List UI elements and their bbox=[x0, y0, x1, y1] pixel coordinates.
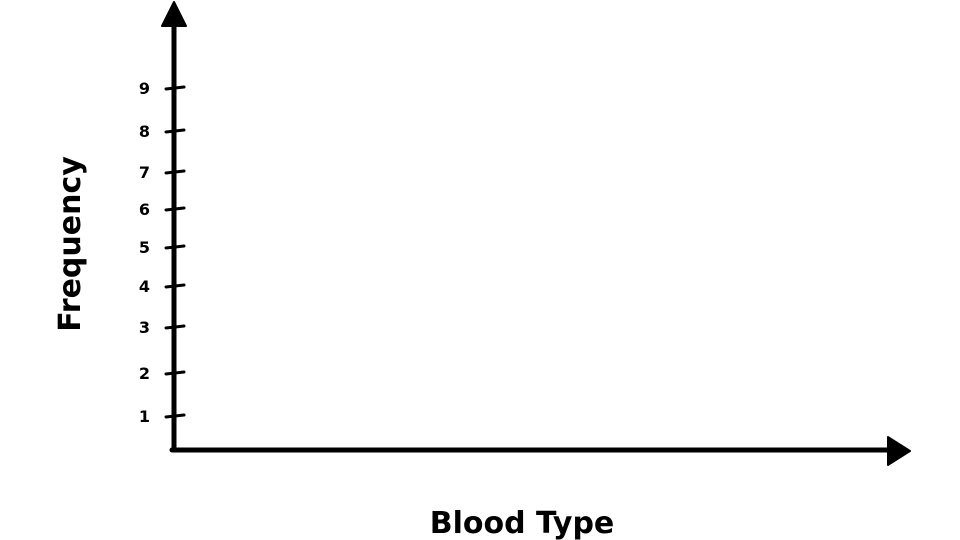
y-tick-label-6: 6 bbox=[139, 200, 150, 219]
y-tick-mark-1 bbox=[164, 413, 186, 419]
y-tick-label-3: 3 bbox=[139, 318, 150, 337]
y-tick-mark-4 bbox=[164, 283, 186, 289]
y-tick-label-5: 5 bbox=[139, 238, 150, 257]
y-tick-label-4: 4 bbox=[139, 277, 150, 296]
y-axis-arrow bbox=[161, 1, 187, 27]
y-tick-mark-8 bbox=[164, 128, 186, 134]
x-axis-title: Blood Type bbox=[430, 506, 615, 540]
y-tick-mark-2 bbox=[164, 370, 186, 376]
y-tick-mark-5 bbox=[164, 244, 186, 250]
y-tick-mark-6 bbox=[164, 206, 186, 212]
y-axis-title: Frequency bbox=[53, 156, 88, 332]
x-axis-arrow bbox=[887, 436, 911, 466]
y-tick-mark-7 bbox=[164, 169, 186, 175]
y-tick-label-8: 8 bbox=[139, 122, 150, 141]
y-tick-mark-9 bbox=[164, 85, 186, 91]
y-tick-label-7: 7 bbox=[139, 163, 150, 182]
y-axis-ticks: 1 2 3 4 5 6 7 8 9 bbox=[139, 79, 186, 426]
y-tick-mark-3 bbox=[164, 324, 186, 330]
y-tick-label-1: 1 bbox=[139, 407, 150, 426]
y-tick-label-2: 2 bbox=[139, 364, 150, 383]
y-tick-label-9: 9 bbox=[139, 79, 150, 98]
